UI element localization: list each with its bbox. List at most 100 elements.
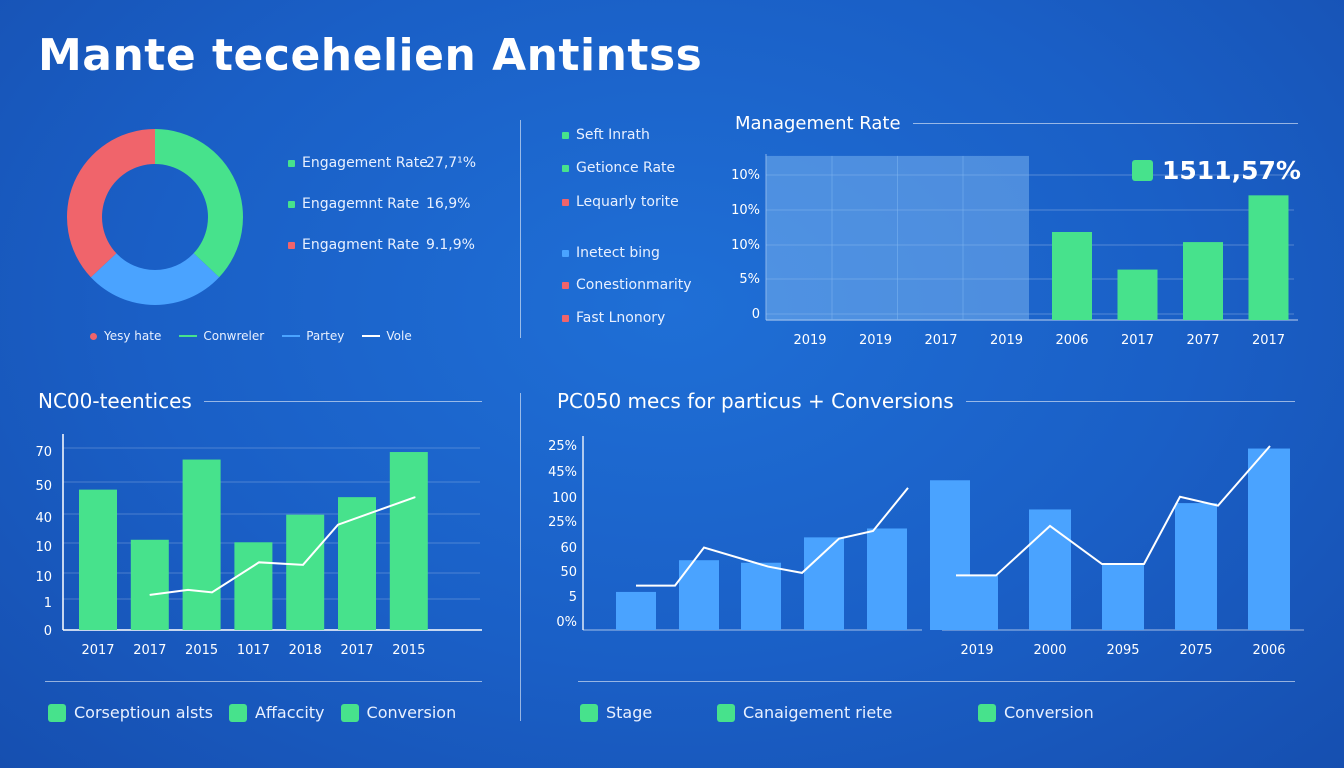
row-marker-icon <box>288 200 295 208</box>
teentices-chart: 0 1 10 10 40 50 70 2017 2017 2015 1017 2018 2017 2015 <box>35 434 482 658</box>
donut-legend-item: Conwreler <box>179 329 264 343</box>
legend-item: Stage <box>580 703 652 722</box>
bottom-left-legend: Corseptioun alsts Affaccity Conversion <box>48 703 456 722</box>
bar <box>897 155 964 320</box>
row-marker-icon <box>288 241 295 249</box>
metric-marker-icon <box>562 314 569 322</box>
bar <box>741 562 781 630</box>
x-tick-label: 2075 <box>1179 643 1212 658</box>
metric-marker-icon <box>562 131 569 139</box>
y-tick-label: 0 <box>752 307 760 322</box>
legend-item: Affaccity <box>228 703 325 722</box>
y-tick-label: 10% <box>731 238 760 253</box>
metric-list-item: Seft Inrath <box>562 127 650 143</box>
bar <box>286 514 325 630</box>
metric-marker-icon <box>562 198 569 206</box>
conversions-chart: 0% 5 50 60 25% 100 45% 25% 2019 2000 2095 2075 2006 <box>548 436 1304 658</box>
bar <box>956 575 998 630</box>
legend-item: Conversion <box>340 703 457 722</box>
bottom-left-header: NC00-teentices <box>38 389 482 413</box>
management-rate-title: Management Rate <box>735 113 901 134</box>
metric-label: Getionce Rate <box>576 160 676 176</box>
y-tick-label: 0 <box>44 624 52 639</box>
bar <box>130 539 169 630</box>
y-tick-label: 50 <box>560 565 577 580</box>
stat-value: 1511,57% <box>1162 156 1301 185</box>
legend-line-icon <box>282 335 301 337</box>
bar <box>831 155 898 320</box>
donut-chart <box>67 129 243 305</box>
donut-slice-0 <box>155 129 243 278</box>
legend-swatch-icon <box>978 703 996 722</box>
x-tick-label: 2017 <box>924 333 957 348</box>
y-tick-label: 10% <box>731 203 760 218</box>
donut-legend-item: Yesy hate <box>90 329 161 343</box>
y-tick-label: 25% <box>548 515 577 530</box>
donut-row: Engagement Rate <box>288 155 428 171</box>
bottom-right-rule <box>965 400 1295 402</box>
x-tick-label: 2017 <box>81 643 114 658</box>
legend-label: Partey <box>306 329 345 343</box>
legend-label: Yesy hate <box>104 329 162 343</box>
metric-list-item: Getionce Rate <box>562 160 675 176</box>
row-value: 9.1,9% <box>426 237 475 253</box>
management-rate-rule <box>912 123 1298 124</box>
y-tick-label: 5% <box>739 272 760 287</box>
legend-label: Conversion <box>1004 703 1094 722</box>
x-tick-label: 2017 <box>1252 333 1285 348</box>
trend-line-b <box>956 445 1271 577</box>
y-tick-label: 60 <box>560 541 577 556</box>
metric-list-item: Conestionmarity <box>562 277 692 293</box>
x-tick-label: 2077 <box>1186 333 1219 348</box>
row-value: 27,7¹% <box>426 155 477 171</box>
management-rate-chart: 0 5% 10% 10% 10% 2019 2019 2017 2019 2006 2017 2077… <box>731 154 1298 348</box>
y-tick-label: 10 <box>35 570 52 585</box>
legend-item: Corseptioun alsts <box>48 703 213 722</box>
bar <box>766 155 833 320</box>
x-tick-label: 2006 <box>1055 333 1088 348</box>
bottom-right-title: PC050 mecs for particus + Conversions <box>557 389 954 413</box>
bottom-right-legend-rule <box>578 681 1295 682</box>
x-tick-label: 2017 <box>133 643 166 658</box>
legend-label: Corseptioun alsts <box>74 703 213 722</box>
bottom-divider <box>520 393 521 721</box>
bar <box>616 591 656 630</box>
x-tick-label: 1017 <box>237 643 270 658</box>
metric-label: Lequarly torite <box>576 194 679 210</box>
donut-legend-item: Vole <box>362 329 412 343</box>
metric-marker-icon <box>562 281 569 289</box>
metric-marker-icon <box>562 164 569 172</box>
y-tick-label: 40 <box>35 511 52 526</box>
legend-label: Conversion <box>366 703 457 722</box>
x-tick-label: 2019 <box>990 333 1023 348</box>
trend-line <box>149 496 416 596</box>
row-label: Engagment Rate <box>302 237 420 253</box>
bar <box>234 542 273 630</box>
y-tick-label: 0% <box>556 615 577 630</box>
x-tick-label: 2006 <box>1252 643 1285 658</box>
stat-callout: 1511,57% <box>1132 156 1301 185</box>
bar <box>1183 242 1223 320</box>
bar <box>1175 503 1217 630</box>
bar <box>867 528 907 630</box>
metric-list-item: Inetect bing <box>562 245 660 261</box>
legend-item: Conversion <box>978 703 1094 722</box>
bottom-left-title: NC00-teentices <box>38 389 192 413</box>
donut-row: Engagment Rate <box>288 237 419 253</box>
top-divider <box>520 120 521 338</box>
legend-swatch-icon <box>48 703 66 722</box>
legend-label: Conwreler <box>203 329 265 343</box>
legend-label: Canaigement riete <box>743 703 893 722</box>
metric-label: Conestionmarity <box>576 277 692 293</box>
x-tick-label: 2017 <box>340 643 373 658</box>
bar <box>1248 448 1290 630</box>
x-tick-label: 2018 <box>289 643 322 658</box>
metric-label: Seft Inrath <box>576 127 650 143</box>
legend-swatch-icon <box>717 703 735 722</box>
metric-marker-icon <box>562 249 569 257</box>
bar <box>1117 269 1158 320</box>
bar <box>338 497 376 630</box>
bar <box>962 155 1029 320</box>
x-tick-label: 2015 <box>185 643 218 658</box>
row-label: Engagemnt Rate <box>302 196 420 212</box>
